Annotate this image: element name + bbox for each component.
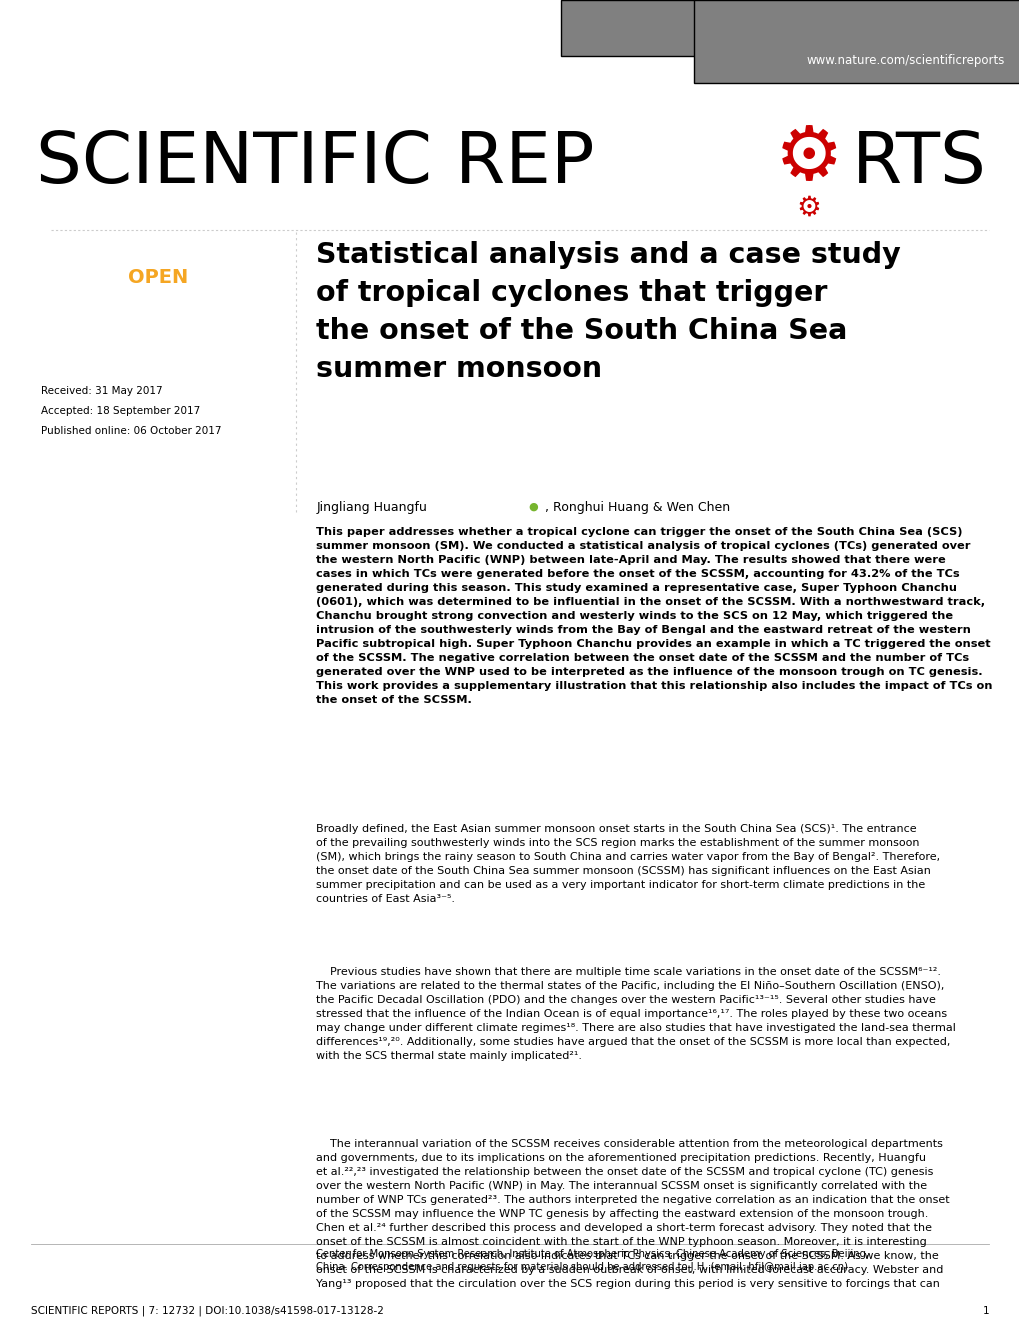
Text: ⚙: ⚙ [773,122,843,197]
Text: , Ronghui Huang & Wen Chen: , Ronghui Huang & Wen Chen [544,501,729,515]
Text: Received: 31 May 2017: Received: 31 May 2017 [41,386,162,395]
Text: Statistical analysis and a case study
of tropical cyclones that trigger
the onse: Statistical analysis and a case study of… [316,241,900,383]
FancyBboxPatch shape [560,0,1019,56]
Text: ⚙: ⚙ [796,194,820,221]
Text: RTS: RTS [851,129,985,198]
Text: Accepted: 18 September 2017: Accepted: 18 September 2017 [41,406,200,415]
Text: OPEN: OPEN [127,268,189,287]
FancyBboxPatch shape [693,0,1019,83]
Text: Broadly defined, the East Asian summer monsoon onset starts in the South China S: Broadly defined, the East Asian summer m… [316,824,940,905]
Text: Previous studies have shown that there are multiple time scale variations in the: Previous studies have shown that there a… [316,967,955,1061]
Text: www.nature.com/scientificreports: www.nature.com/scientificreports [806,54,1004,67]
Text: 1: 1 [982,1305,988,1316]
Text: Jingliang Huangfu: Jingliang Huangfu [316,501,427,515]
Text: This paper addresses whether a tropical cyclone can trigger the onset of the Sou: This paper addresses whether a tropical … [316,527,991,705]
Text: Published online: 06 October 2017: Published online: 06 October 2017 [41,426,221,436]
Text: SCIENTIFIC REPORTS | 7: 12732 | DOI:10.1038/s41598-017-13128-2: SCIENTIFIC REPORTS | 7: 12732 | DOI:10.1… [31,1305,383,1316]
Text: Center for Monsoon System Research, Institute of Atmospheric Physics, Chinese Ac: Center for Monsoon System Research, Inst… [316,1249,868,1272]
Text: The interannual variation of the SCSSM receives considerable attention from the : The interannual variation of the SCSSM r… [316,1139,949,1289]
Text: SCIENTIFIC REP: SCIENTIFIC REP [36,129,594,198]
Text: ●: ● [528,501,538,511]
